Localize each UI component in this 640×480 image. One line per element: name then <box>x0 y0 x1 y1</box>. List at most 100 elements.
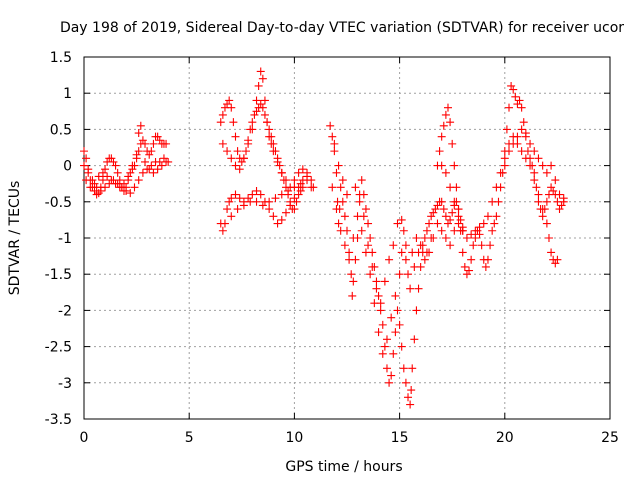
data-point <box>378 349 387 358</box>
data-point <box>290 183 299 192</box>
x-axis-label: GPS time / hours <box>285 459 402 475</box>
data-point <box>469 241 478 250</box>
data-point <box>332 168 341 177</box>
data-point <box>414 248 423 257</box>
y-tick-label: -1.5 <box>45 267 72 283</box>
data-point <box>357 226 366 235</box>
data-point <box>326 121 335 130</box>
x-tick-label: 15 <box>391 430 409 446</box>
data-point <box>92 190 101 199</box>
data-point <box>467 230 476 239</box>
y-tick-label: 0 <box>63 159 72 175</box>
data-point <box>443 219 452 228</box>
data-point <box>82 176 91 185</box>
data-point <box>134 176 143 185</box>
data-point <box>395 320 404 329</box>
data-point <box>441 168 450 177</box>
data-point <box>132 150 141 159</box>
data-point <box>441 234 450 242</box>
data-point <box>162 157 171 166</box>
data-point <box>530 168 539 177</box>
data-point <box>534 154 543 163</box>
data-point <box>376 306 385 315</box>
data-point <box>372 284 381 293</box>
data-point <box>397 248 406 257</box>
data-point <box>477 241 486 250</box>
data-point <box>490 219 499 228</box>
data-point <box>239 154 248 163</box>
data-point <box>481 262 490 271</box>
data-point <box>399 364 408 373</box>
data-point <box>355 190 364 199</box>
data-point <box>111 179 120 188</box>
data-point <box>439 121 448 130</box>
data-point <box>458 248 467 257</box>
data-point <box>258 103 267 112</box>
y-tick-label: 0.5 <box>50 122 72 138</box>
data-point <box>86 183 95 192</box>
plot-frame <box>83 56 611 420</box>
data-point <box>547 161 556 170</box>
data-point <box>450 197 459 206</box>
data-point <box>408 364 417 373</box>
data-point <box>225 96 234 105</box>
data-point <box>437 226 446 235</box>
data-point <box>252 107 261 116</box>
data-point <box>82 154 91 163</box>
data-point <box>393 219 402 228</box>
data-point <box>385 255 394 264</box>
data-point <box>387 371 396 380</box>
data-point <box>559 197 568 206</box>
data-point <box>538 161 547 170</box>
data-point <box>130 183 139 192</box>
data-point <box>553 255 562 264</box>
data-point <box>141 157 150 166</box>
data-point <box>404 393 413 402</box>
data-point <box>448 208 457 217</box>
data-point <box>391 328 400 337</box>
data-point <box>336 183 345 192</box>
data-point <box>340 212 349 221</box>
data-point <box>113 168 122 177</box>
data-point <box>134 147 143 156</box>
data-point <box>149 168 158 177</box>
data-point <box>407 386 416 395</box>
data-point <box>338 197 347 206</box>
data-point <box>509 139 518 148</box>
data-point <box>328 132 337 141</box>
axis-ticks <box>83 56 611 420</box>
data-point <box>412 234 421 242</box>
data-point <box>334 219 343 228</box>
data-point <box>372 277 381 286</box>
data-point <box>98 176 107 185</box>
data-point <box>229 118 238 127</box>
data-point <box>290 176 299 185</box>
data-point <box>551 176 560 185</box>
data-point <box>126 189 135 198</box>
data-point <box>235 194 244 203</box>
data-point <box>126 168 135 177</box>
data-point <box>357 176 366 185</box>
data-point <box>515 96 524 105</box>
data-point <box>260 110 269 119</box>
data-point <box>273 219 282 228</box>
data-point <box>343 190 351 199</box>
data-point <box>233 147 242 156</box>
data-point <box>412 306 421 315</box>
y-tick-label: -1 <box>58 231 72 247</box>
data-point <box>446 215 455 224</box>
data-point <box>374 291 383 300</box>
data-point <box>502 125 511 134</box>
data-point <box>111 161 120 170</box>
data-point <box>145 165 154 174</box>
data-point <box>492 212 501 221</box>
data-point <box>284 186 293 195</box>
data-point <box>349 277 358 286</box>
data-point <box>84 168 93 177</box>
data-point <box>242 147 251 156</box>
data-point <box>260 96 269 105</box>
data-point <box>382 335 391 344</box>
data-point <box>248 125 257 134</box>
data-point <box>235 165 244 174</box>
data-point <box>422 226 431 235</box>
